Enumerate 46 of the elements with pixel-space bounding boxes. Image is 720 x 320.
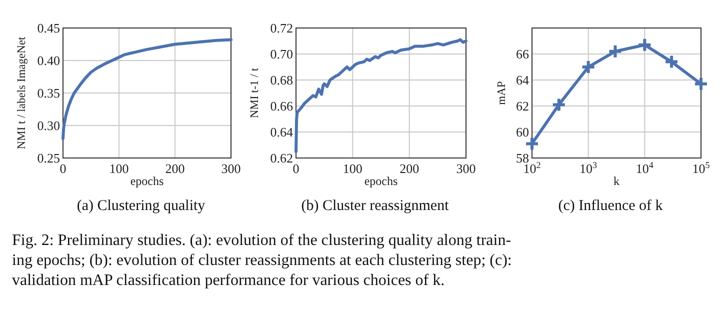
y-tick-label: 0.68: [270, 72, 293, 88]
y-tick-label: 0.25: [37, 150, 60, 166]
x-tick-label: 300: [221, 161, 241, 176]
point: [580, 60, 596, 74]
x-tick-label: 10$^{3}$: [580, 160, 598, 176]
y-tick-label: 0.70: [270, 46, 293, 62]
y-tick-label: 0.35: [37, 86, 60, 100]
y-tick-label: 0.40: [37, 53, 60, 68]
point: [637, 37, 652, 52]
text: validation mAP classification performance for various choices of k.: [12, 272, 445, 289]
x-tick-label: 0: [292, 161, 300, 176]
text: ing epochs; (b): evolution of cluster reassignments at each clustering step; (c):: [12, 252, 512, 269]
y-tick-label: 0.64: [270, 124, 294, 140]
x-tick-label: 200: [165, 161, 185, 176]
point: [664, 54, 680, 70]
x-axis-title: k: [614, 174, 620, 188]
y-axis-title: NMI t-1 / t: [249, 67, 261, 118]
caption: Fig. 2: Preliminary studies. (a): evolution of the clustering quality along train-: [12, 232, 512, 249]
y-tick-label: 0.30: [37, 118, 60, 133]
x-tick-label: 10$^{5}$: [692, 160, 710, 176]
x-tick-label: 10$^{4}$: [636, 160, 654, 176]
x-axis-title: epochs: [364, 174, 398, 188]
text: (a) Clustering quality: [76, 198, 206, 214]
text: (c) Influence of k: [558, 198, 664, 214]
x-tick-label: 200: [400, 161, 420, 176]
y-axis-title: mAP: [496, 81, 508, 105]
x-tick-label: 100: [109, 161, 129, 176]
x-tick-label: 0: [60, 161, 66, 176]
x-axis-title: epochs: [130, 174, 164, 188]
line-series: [62, 38, 232, 140]
y-tick-label: 66: [516, 46, 530, 62]
y-axis-title: NMI t / labels ImageNet: [16, 36, 28, 150]
y-tick-label: 0.62: [270, 150, 293, 166]
y-tick-label: 60: [516, 124, 529, 140]
y-tick-label: 0.72: [270, 20, 293, 36]
x-tick-label: 100: [342, 161, 362, 176]
line-series: [294, 38, 468, 153]
point: [551, 97, 566, 112]
y-tick-label: 0.66: [270, 98, 294, 114]
y-tick-label: 58: [516, 150, 529, 166]
text: (b) Cluster reassignment: [301, 198, 450, 214]
x-tick-label: 300: [456, 161, 476, 176]
y-tick-label: 64: [516, 72, 530, 88]
y-tick-label: 0.45: [37, 20, 60, 36]
y-tick-label: 62: [516, 98, 529, 114]
point: [608, 44, 623, 59]
